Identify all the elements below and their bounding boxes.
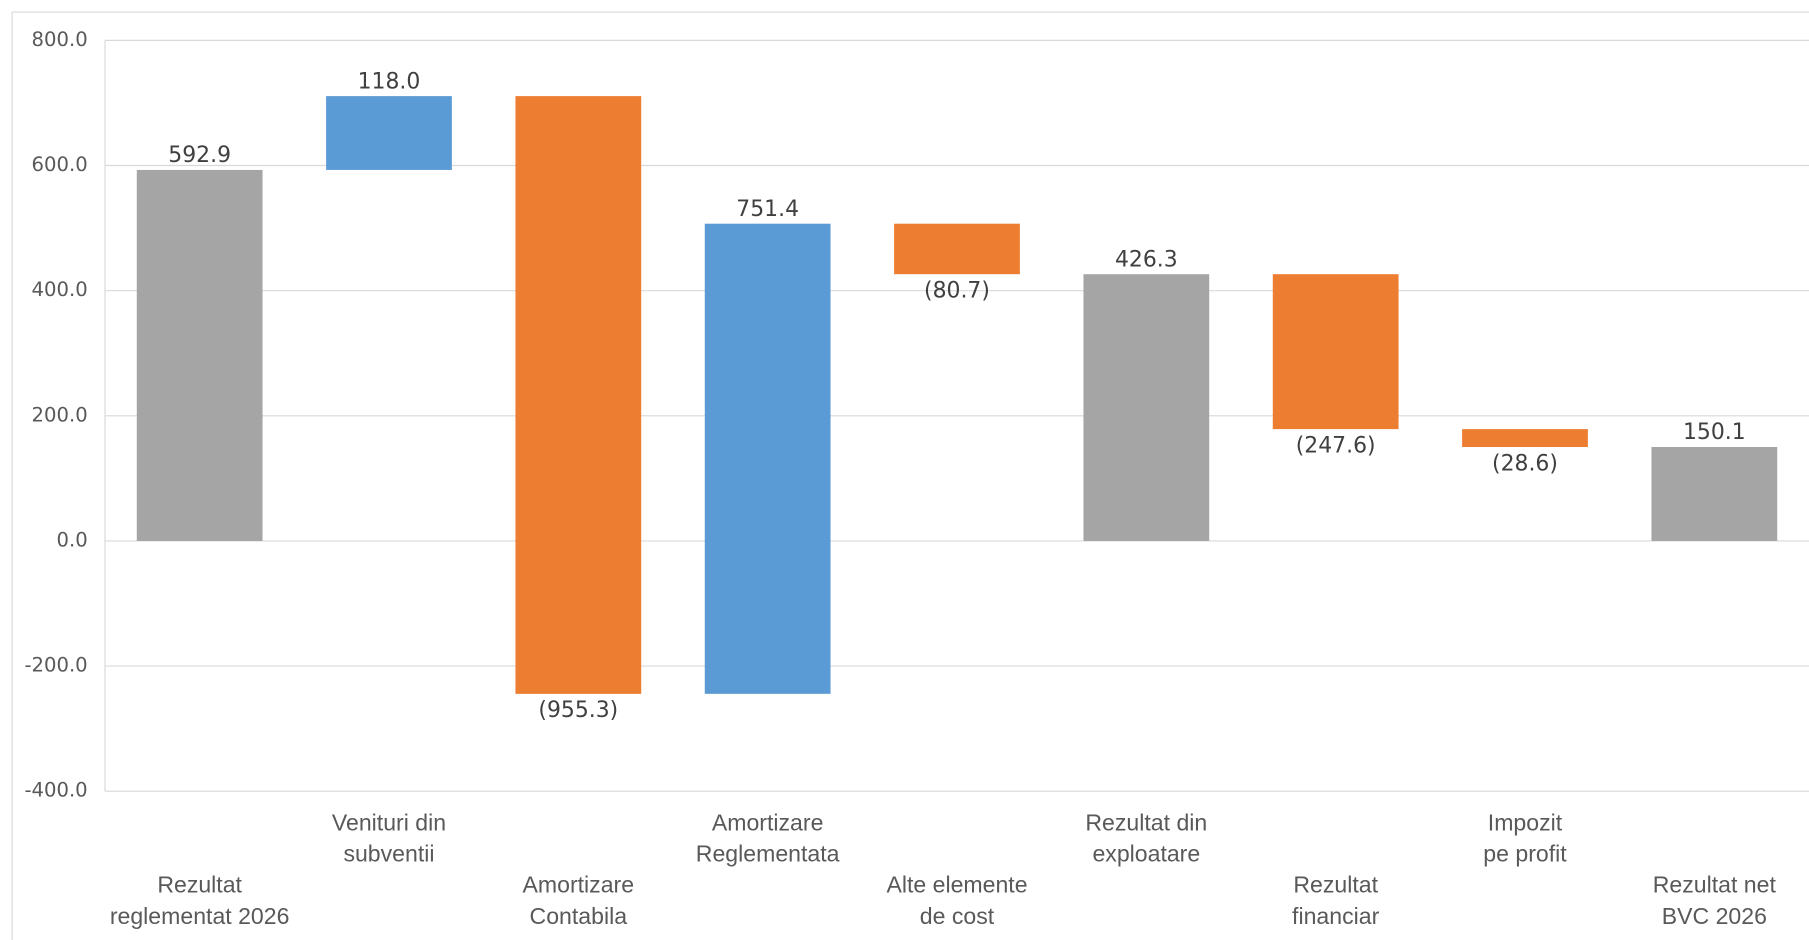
x-tick-label: Venituri din subventii [331, 810, 447, 868]
value-label: (80.7) [924, 278, 990, 303]
bar [1083, 274, 1210, 541]
y-tick-label: 600.0 [32, 153, 88, 176]
bar [1462, 429, 1588, 448]
value-label: 592.9 [168, 143, 231, 168]
x-tick-label: Impozit pe profit [1483, 810, 1567, 868]
bar [326, 96, 452, 170]
bar [704, 223, 831, 694]
x-tick-label: Rezultat financiar [1292, 873, 1380, 930]
x-tick-label: Amortizare Contabila [522, 873, 635, 930]
y-tick-label: -200.0 [24, 654, 87, 677]
y-tick-label: 200.0 [32, 403, 88, 426]
value-label: 150.1 [1683, 420, 1746, 445]
value-label: (247.6) [1296, 433, 1376, 458]
value-label: 118.0 [358, 69, 421, 94]
value-label: 426.3 [1115, 247, 1178, 272]
bar [136, 169, 263, 541]
bar [1272, 274, 1399, 430]
y-tick-label: 400.0 [32, 278, 88, 301]
value-label: 751.4 [736, 197, 799, 222]
y-tick-label: 800.0 [32, 28, 88, 51]
x-tick-label: Alte elemente de cost [886, 873, 1028, 930]
x-tick-label: Rezultat reglementat 2026 [109, 873, 290, 930]
y-tick-label: 0.0 [56, 528, 87, 551]
value-label: (28.6) [1492, 451, 1558, 476]
bar [515, 96, 642, 694]
y-tick-label: -400.0 [24, 779, 87, 802]
bar [1651, 447, 1778, 541]
x-tick-label: Amortizare Reglementata [695, 810, 840, 868]
chart-frame [11, 11, 1809, 940]
x-tick-label: Rezultat net BVC 2026 [1652, 873, 1776, 930]
value-label: (955.3) [538, 698, 618, 723]
bar [894, 223, 1020, 275]
x-tick-label: Rezultat din exploatare [1085, 810, 1208, 868]
